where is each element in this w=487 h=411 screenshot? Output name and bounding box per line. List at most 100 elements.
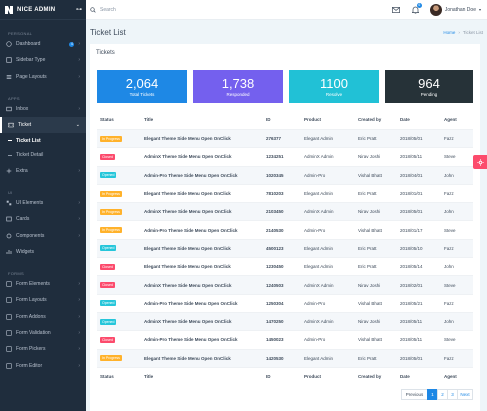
table-row[interactable]: Opened AdminX Theme Side Menu Open OnClic… xyxy=(97,311,473,331)
column-footer: Agent xyxy=(444,374,457,379)
sidebar-item-form-validation[interactable]: Form Validation › xyxy=(0,325,86,341)
cell-id: 7810203 xyxy=(266,191,284,197)
table-row[interactable]: In Progress Elegant Theme Side Menu Open … xyxy=(97,129,473,148)
sidebar-item-form-pickers[interactable]: Form Pickers › xyxy=(0,341,86,357)
sidebar-item-components[interactable]: Components › xyxy=(0,227,86,243)
mail-icon xyxy=(391,6,400,13)
sidebar-item-widgets[interactable]: Widgets xyxy=(0,244,86,260)
brand-name: NICE ADMIN xyxy=(17,6,56,13)
cell-product: Admin-Pro xyxy=(304,337,326,343)
form-icon xyxy=(6,330,12,336)
status-cell: Opened xyxy=(97,300,141,307)
breadcrumb-home[interactable]: Home xyxy=(443,29,456,35)
sidebar-type-icon xyxy=(6,57,12,64)
column-header[interactable]: ID xyxy=(266,117,271,122)
cell-date: 2018/05/14 xyxy=(400,264,423,270)
stat-label: Total Tickets xyxy=(129,92,155,97)
cell-by: Eric Pratt xyxy=(358,264,377,270)
table-row[interactable]: Opened Elegant Theme Side Menu Open OnCli… xyxy=(97,238,473,258)
cell-agent: Fazz xyxy=(444,136,454,142)
sidebar-item-form-elements[interactable]: Form Elements › xyxy=(0,276,86,292)
sidebar-item-ui-elements[interactable]: UI Elements › xyxy=(0,195,86,211)
chevron-right-icon: › xyxy=(78,330,80,336)
table-row[interactable]: Closed Admin-Pro Theme Side Menu Open OnC… xyxy=(97,330,473,348)
user-menu[interactable]: Jonathan Doe ▾ xyxy=(429,3,481,16)
sidebar-item-cards[interactable]: Cards › xyxy=(0,211,86,227)
sidebar-item-label: Form Addons xyxy=(16,313,46,320)
table-row[interactable]: In Progress Admin-Pro Theme Side Menu Ope… xyxy=(97,220,473,238)
sidebar-subitem-ticket-detail[interactable]: Ticket Detail xyxy=(0,148,86,163)
status-badge: Opened xyxy=(100,245,117,252)
table-row[interactable]: In Progress Elegant Theme Side Menu Open … xyxy=(97,183,473,202)
column-header[interactable]: Status xyxy=(100,117,114,122)
table-row[interactable]: In Progress Elegant Theme Side Menu Open … xyxy=(97,348,473,367)
mail-button[interactable] xyxy=(390,4,402,16)
cell-date: 2018/04/01 xyxy=(400,172,423,178)
status-cell: Closed xyxy=(97,336,141,343)
cell-by: Vishal Bhatt xyxy=(358,337,382,343)
table-row[interactable]: In Progress AdminX Theme Side Menu Open O… xyxy=(97,202,473,221)
cell-by: Eric Pratt xyxy=(358,136,377,142)
sidebar-item-dashboard[interactable]: Dashboard 4 › xyxy=(0,36,86,52)
cell-agent: Fazz xyxy=(444,355,454,361)
cell-id: 1420530 xyxy=(266,355,284,361)
cell-id: 1470250 xyxy=(266,319,284,325)
sidebar-toggle-icon[interactable]: ⊶ xyxy=(76,7,82,13)
sidebar-item-page-layouts[interactable]: Page Layouts › xyxy=(0,69,86,85)
column-header[interactable]: Created by xyxy=(358,117,382,122)
table-row[interactable]: Closed AdminX Theme Side Menu Open OnClic… xyxy=(97,147,473,165)
brand[interactable]: NICE ADMIN ⊶ xyxy=(0,0,86,20)
sidebar-item-extra[interactable]: Extra › xyxy=(0,162,86,178)
search-input[interactable]: Search xyxy=(100,6,116,13)
notification-count: 6 xyxy=(416,2,422,8)
column-footer: Date xyxy=(400,374,410,379)
cell-date: 2018/05/11 xyxy=(400,337,423,343)
table-row[interactable]: Opened Admin-Pro Theme Side Menu Open OnC… xyxy=(97,293,473,312)
chevron-right-icon: › xyxy=(78,297,80,304)
pagination-next[interactable]: Next xyxy=(457,389,473,400)
cell-by: Vishal Bhatt xyxy=(358,172,382,178)
pagination-previous[interactable]: Previous xyxy=(401,389,428,400)
status-badge: Closed xyxy=(100,282,115,289)
column-header[interactable]: Agent xyxy=(444,117,457,122)
sidebar-item-form-addons[interactable]: Form Addons › xyxy=(0,309,86,325)
cell-date: 2018/01/01 xyxy=(400,191,423,197)
sidebar-item-form-layouts[interactable]: Form Layouts › xyxy=(0,292,86,308)
status-badge: Opened xyxy=(100,318,117,325)
sidebar-item-ticket[interactable]: Ticket ⌄ xyxy=(0,117,86,134)
column-header[interactable]: Title xyxy=(144,117,154,122)
status-badge: In Progress xyxy=(100,227,122,234)
cell-date: 2018/05/01 xyxy=(400,136,423,142)
sidebar-item-form-editor[interactable]: Form Editor › xyxy=(0,357,86,373)
chevron-right-icon: › xyxy=(78,232,80,239)
column-header[interactable]: Date xyxy=(400,117,410,122)
notifications-button[interactable]: 6 xyxy=(410,2,422,16)
table-row[interactable]: Closed Elegant Theme Side Menu Open OnCli… xyxy=(97,257,473,275)
chevron-right-icon: › xyxy=(78,73,80,80)
form-icon xyxy=(6,346,12,352)
search-bar[interactable]: Search xyxy=(86,7,390,13)
settings-toggle[interactable] xyxy=(473,155,487,169)
sidebar-item-label: Widgets xyxy=(16,248,35,255)
sidebar-subitem-label: Ticket List xyxy=(16,137,41,144)
column-header[interactable]: Product xyxy=(304,117,322,122)
chevron-right-icon: › xyxy=(78,106,80,113)
sidebar-item-label: Form Editor xyxy=(16,362,43,369)
cell-product: AdminX Admin xyxy=(304,209,334,215)
sidebar-subitem-label: Ticket Detail xyxy=(16,152,44,159)
sidebar-subitem-ticket-list[interactable]: Ticket List xyxy=(0,133,86,148)
components-icon xyxy=(6,233,12,239)
table-row[interactable]: Closed AdminX Theme Side Menu Open OnClic… xyxy=(97,275,473,294)
nav-caption-personal: PERSONAL xyxy=(8,31,33,36)
form-icon xyxy=(6,281,12,287)
cell-title: AdminX Theme Side Menu Open OnClick xyxy=(144,319,232,325)
status-badge: Opened xyxy=(100,300,117,307)
cell-by: Eric Pratt xyxy=(358,245,377,251)
table-row[interactable]: Opened Admin-Pro Theme Side Menu Open OnC… xyxy=(97,165,473,184)
sidebar-item-sidebar-type[interactable]: Sidebar Type › xyxy=(0,52,86,68)
sidebar-item-inbox[interactable]: Inbox › xyxy=(0,101,86,117)
breadcrumb: Home › Ticket List xyxy=(443,30,483,35)
status-cell: Opened xyxy=(97,318,141,325)
gear-icon xyxy=(476,158,484,166)
cell-product: Elegant Admin xyxy=(304,264,334,270)
